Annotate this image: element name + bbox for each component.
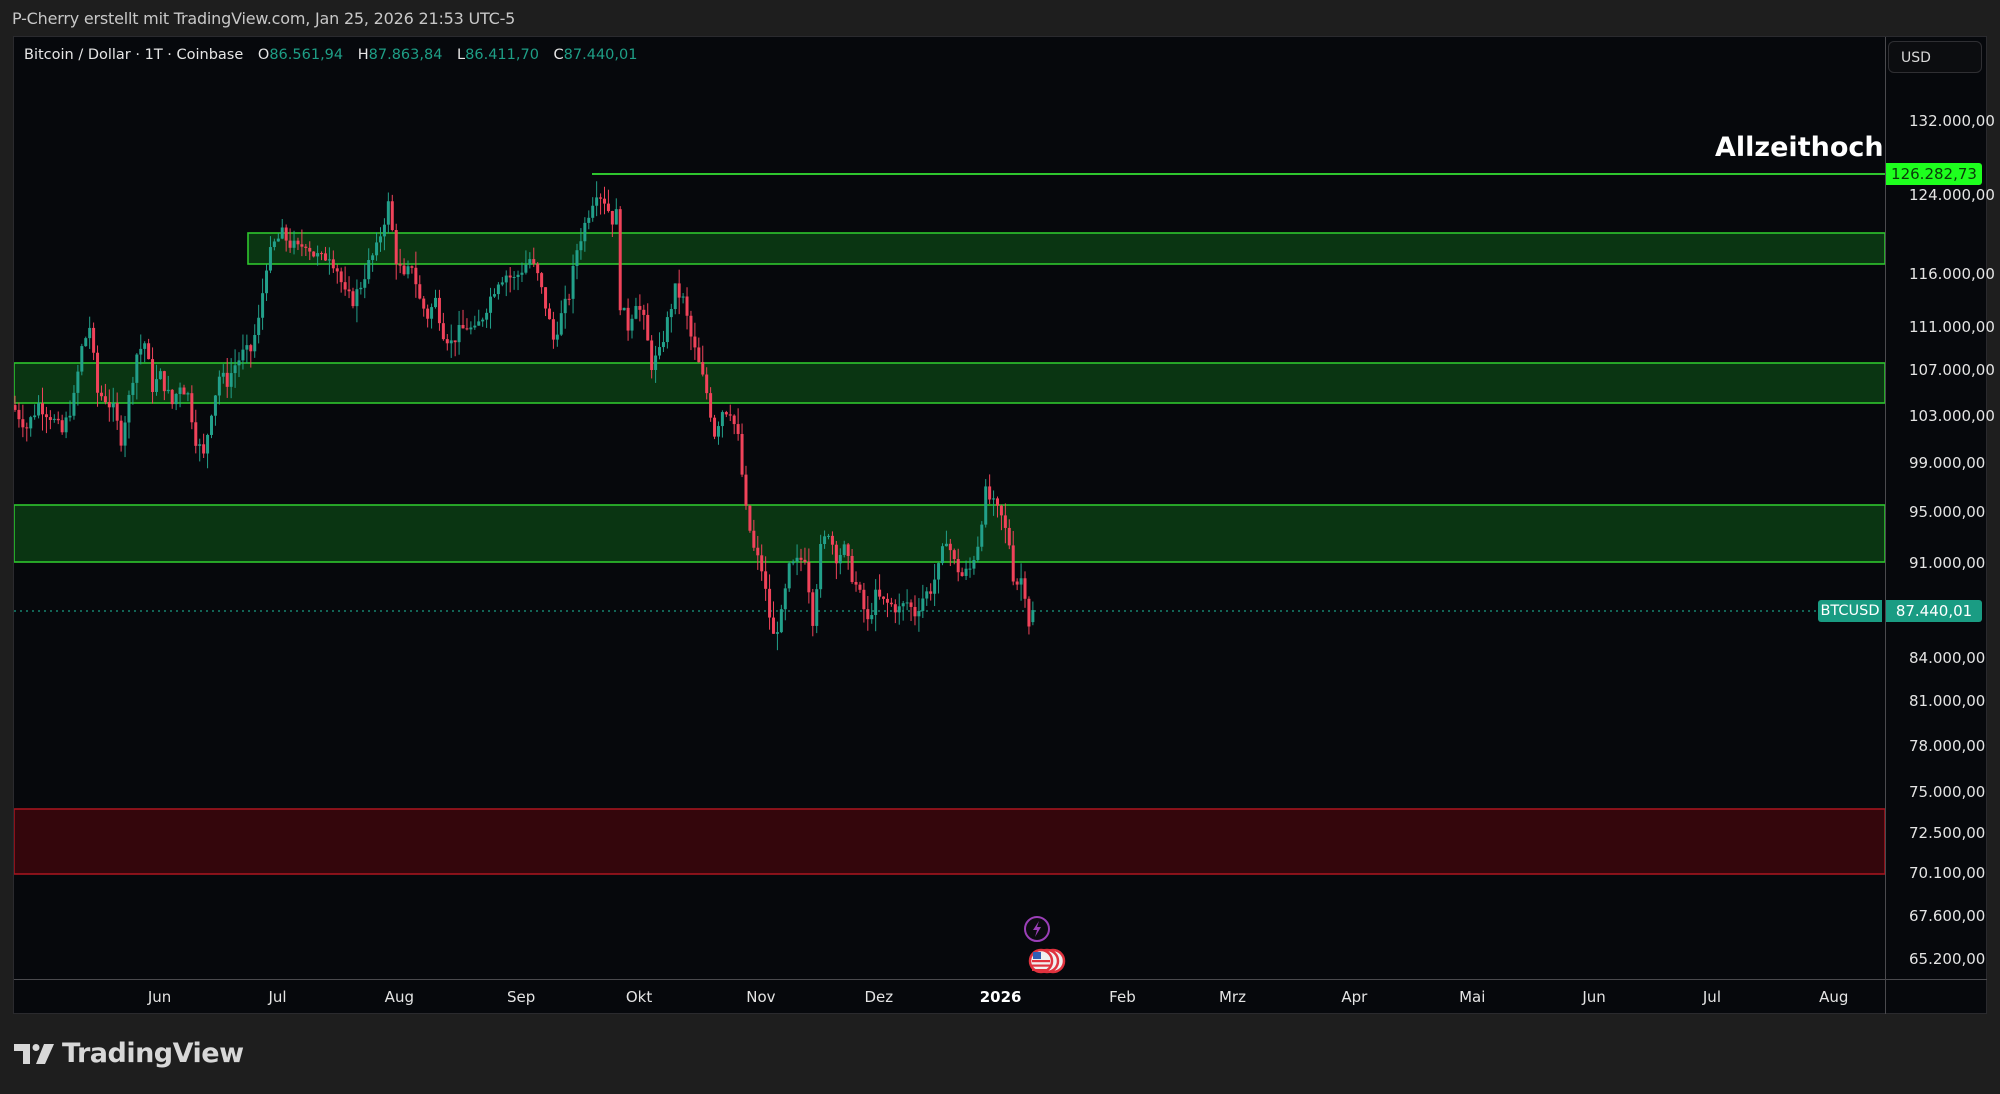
symbol-legend: Bitcoin / Dollar · 1T · Coinbase O86.561… xyxy=(24,47,637,63)
price-tick: 99.000,00 xyxy=(1909,453,1986,472)
open-value: 86.561,94 xyxy=(269,47,344,63)
chart-attribution: P-Cherry erstellt mit TradingView.com, J… xyxy=(12,9,516,28)
event-markers xyxy=(1023,915,1083,979)
axis-corner xyxy=(1885,979,1987,1014)
price-tick: 65.200,00 xyxy=(1909,949,1986,968)
time-tick: Jun xyxy=(1582,988,1606,1006)
price-tick: 70.100,00 xyxy=(1909,863,1986,882)
low-key: L xyxy=(457,47,466,63)
time-tick: Aug xyxy=(384,988,414,1006)
time-tick: Aug xyxy=(1819,988,1849,1006)
time-tick: Nov xyxy=(746,988,776,1006)
zone-green-3 xyxy=(14,504,1885,563)
price-tick: 75.000,00 xyxy=(1909,783,1986,802)
time-tick: Feb xyxy=(1109,988,1136,1006)
time-tick: Dez xyxy=(864,988,894,1006)
price-tick: 111.000,00 xyxy=(1909,317,1995,336)
tradingview-logo-icon xyxy=(14,1043,54,1064)
price-tick: 78.000,00 xyxy=(1909,736,1986,755)
low-value: 86.411,70 xyxy=(465,47,539,63)
price-tick: 67.600,00 xyxy=(1909,906,1986,925)
ath-price-label: 126.282,73 xyxy=(1886,163,1982,185)
time-tick: Jul xyxy=(1702,988,1721,1006)
zone-green-1 xyxy=(247,232,1885,265)
brand-name: TradingView xyxy=(62,1038,244,1069)
all-time-high-annotation[interactable]: Allzeithoch xyxy=(1715,132,1884,163)
price-tick: 116.000,00 xyxy=(1909,265,1995,284)
high-value: 87.863,84 xyxy=(368,47,443,63)
high-key: H xyxy=(357,47,369,63)
time-tick: 2026 xyxy=(979,988,1022,1006)
us-economic-events-icon[interactable] xyxy=(1028,948,1066,974)
zone-red-demand xyxy=(14,808,1885,875)
price-axis[interactable]: USD 132.000,00 124.000,00 116.000,00 111.00… xyxy=(1885,37,1995,979)
price-tick: 84.000,00 xyxy=(1909,648,1986,667)
candles xyxy=(14,181,1035,651)
symbol-name[interactable]: Bitcoin / Dollar · 1T · Coinbase xyxy=(24,47,244,63)
last-price-label: 87.440,01 xyxy=(1886,600,1982,622)
time-tick: Sep xyxy=(507,988,536,1006)
time-tick: Jul xyxy=(268,988,287,1006)
close-value: 87.440,01 xyxy=(563,47,638,63)
price-tick: 124.000,00 xyxy=(1909,186,1995,205)
price-tick: 103.000,00 xyxy=(1909,406,1995,425)
currency-selector-button[interactable]: USD xyxy=(1888,41,1982,73)
price-tick: 95.000,00 xyxy=(1909,502,1986,521)
support-resistance-zones xyxy=(14,232,1885,875)
candlestick-chart[interactable] xyxy=(14,37,1885,979)
time-tick: Mrz xyxy=(1218,988,1246,1006)
chart-panel[interactable]: Bitcoin / Dollar · 1T · Coinbase O86.561… xyxy=(13,36,1995,1014)
price-tick: 81.000,00 xyxy=(1909,691,1986,710)
price-tick: 91.000,00 xyxy=(1909,553,1986,572)
price-tick: 107.000,00 xyxy=(1909,361,1995,380)
lightning-event-icon[interactable] xyxy=(1024,916,1050,942)
time-tick: Mai xyxy=(1459,988,1486,1006)
time-axis[interactable]: Jun Jul Aug Sep Okt Nov Dez 2026 Feb Mrz Apr Mai Jun… xyxy=(14,979,1885,1014)
time-tick: Okt xyxy=(625,988,653,1006)
time-tick: Jun xyxy=(147,988,172,1006)
price-tick: 132.000,00 xyxy=(1909,111,1995,130)
time-tick: Apr xyxy=(1341,988,1368,1006)
zone-green-2 xyxy=(14,362,1885,404)
last-symbol-label: BTCUSD xyxy=(1818,600,1882,622)
close-key: C xyxy=(553,47,564,63)
plot-area[interactable]: Bitcoin / Dollar · 1T · Coinbase O86.561… xyxy=(14,37,1885,979)
price-tick: 72.500,00 xyxy=(1909,823,1986,842)
open-key: O xyxy=(257,47,270,63)
tradingview-brand: TradingView xyxy=(14,1038,244,1069)
